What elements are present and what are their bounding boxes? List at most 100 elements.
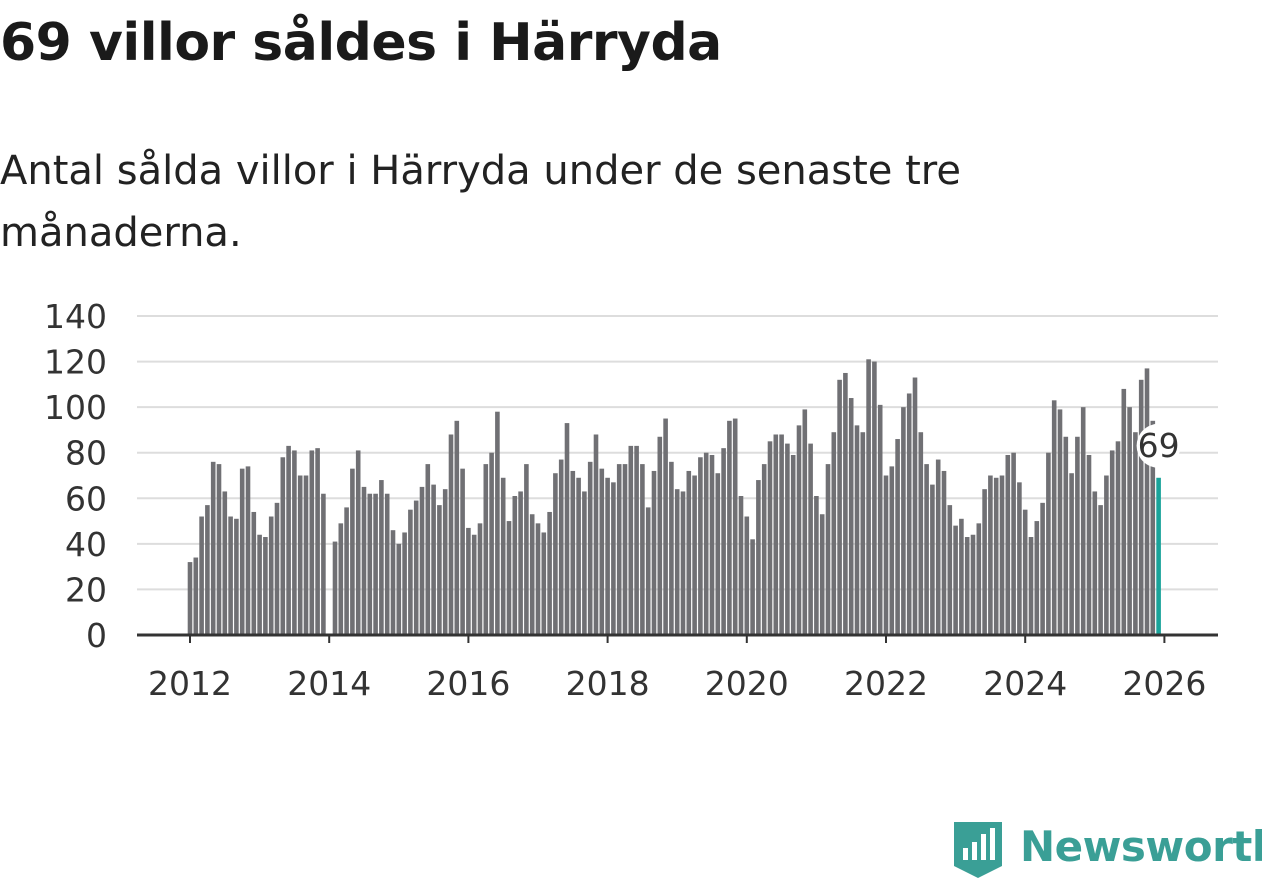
bar <box>263 537 268 635</box>
bar <box>941 470 947 635</box>
bar <box>819 514 825 635</box>
bar <box>773 434 779 635</box>
bar <box>669 461 674 635</box>
bar <box>384 493 390 635</box>
bar <box>988 475 993 635</box>
bar <box>616 464 622 635</box>
bar <box>344 507 349 635</box>
bar <box>628 445 634 635</box>
bar <box>1133 432 1138 635</box>
bar <box>779 434 784 635</box>
bar <box>332 541 338 635</box>
bar <box>570 470 576 635</box>
bar <box>895 439 900 635</box>
bar <box>674 489 680 635</box>
bar <box>547 511 552 635</box>
bar <box>303 475 309 635</box>
bar <box>1092 491 1098 635</box>
bar <box>1104 475 1109 635</box>
bar <box>872 361 877 635</box>
bar <box>964 537 970 635</box>
bar <box>489 452 494 635</box>
bar <box>1109 450 1115 635</box>
bars <box>187 359 1161 635</box>
bar <box>1115 441 1121 635</box>
bar <box>1028 537 1034 635</box>
y-axis-ticks: 0 20 40 60 80 100 120 140 <box>44 297 107 655</box>
bar <box>315 448 320 635</box>
bar <box>245 466 251 635</box>
bar <box>274 502 280 635</box>
bar <box>1075 436 1080 635</box>
bar <box>953 525 958 635</box>
x-tick-label: 2018 <box>566 664 650 703</box>
bar <box>912 377 918 635</box>
bar <box>1144 368 1150 635</box>
bar <box>419 486 425 635</box>
x-tick-label: 2026 <box>1122 664 1206 703</box>
bar <box>442 489 448 635</box>
bar <box>338 523 344 635</box>
bar <box>1022 509 1028 635</box>
bar <box>657 436 663 635</box>
bar <box>297 475 303 635</box>
bar <box>535 523 541 635</box>
bar <box>1011 452 1016 635</box>
bar <box>947 505 953 635</box>
newsworthy-logo: Newsworthy <box>950 818 1262 880</box>
bar <box>982 489 987 635</box>
bar <box>906 393 912 635</box>
bar <box>1098 505 1103 635</box>
bar <box>576 477 581 635</box>
bar <box>843 372 848 635</box>
bar <box>721 448 726 635</box>
bar <box>918 432 924 635</box>
bar <box>854 425 860 635</box>
bar <box>599 468 605 635</box>
bar <box>495 411 500 635</box>
bar <box>1080 407 1086 635</box>
bar <box>205 505 210 635</box>
bar <box>408 509 413 635</box>
bar <box>970 534 976 635</box>
x-tick-label: 2014 <box>287 664 371 703</box>
bar <box>645 507 651 635</box>
y-tick-label: 20 <box>65 570 107 609</box>
bar <box>257 534 262 635</box>
bar <box>321 493 326 635</box>
bar <box>541 532 547 635</box>
bar <box>1086 454 1092 635</box>
bar <box>1046 452 1051 635</box>
bar <box>402 532 407 635</box>
bar <box>802 409 808 635</box>
bar <box>738 496 744 635</box>
bar <box>1057 409 1063 635</box>
bar <box>814 496 819 635</box>
bar <box>1121 388 1127 635</box>
bar <box>993 477 999 635</box>
bar <box>790 454 796 635</box>
bar <box>500 477 506 635</box>
chart-title: 69 villor såldes i Härryda <box>0 13 722 73</box>
y-tick-label: 100 <box>44 388 107 427</box>
bar <box>448 434 454 635</box>
bar <box>582 491 587 635</box>
bar <box>361 486 367 635</box>
bar <box>587 461 593 635</box>
bar <box>935 459 941 635</box>
bar <box>611 482 616 635</box>
bar <box>1040 502 1045 635</box>
x-axis-ticks: 2012 2014 2016 2018 2020 2022 2024 2026 <box>148 635 1206 703</box>
bar <box>437 505 442 635</box>
bar <box>1034 521 1040 635</box>
bar <box>228 516 233 635</box>
bar <box>454 420 460 635</box>
bar <box>825 464 831 635</box>
bar <box>390 530 396 635</box>
bar <box>808 443 813 635</box>
bar <box>680 491 686 635</box>
bar <box>750 539 755 635</box>
bar <box>483 464 489 635</box>
bar <box>425 464 431 635</box>
bar <box>640 464 645 635</box>
